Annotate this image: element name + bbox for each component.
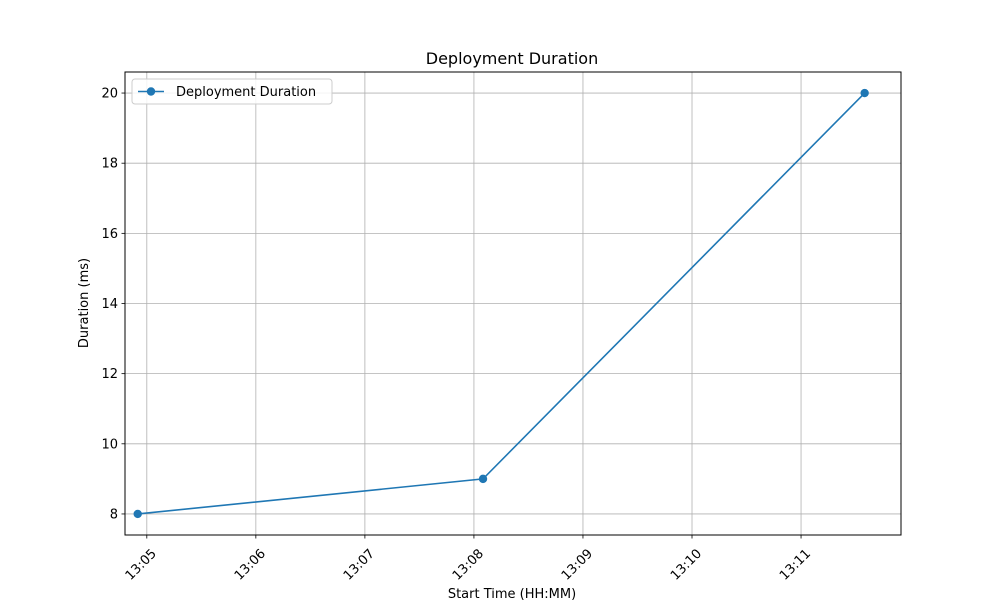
x-axis-label: Start Time (HH:MM) bbox=[448, 587, 576, 600]
y-tick-label: 20 bbox=[101, 87, 118, 102]
y-tick-label: 12 bbox=[101, 367, 118, 382]
plot-frame bbox=[124, 71, 902, 536]
chart-title: Deployment Duration bbox=[426, 49, 598, 68]
y-tick-label: 10 bbox=[101, 437, 118, 452]
y-tick-label: 8 bbox=[110, 507, 118, 522]
legend-box bbox=[131, 78, 333, 105]
y-tick-label: 18 bbox=[101, 157, 118, 172]
data-point bbox=[478, 474, 488, 484]
legend: Deployment Duration bbox=[131, 78, 333, 105]
grid bbox=[125, 72, 901, 535]
legend-marker bbox=[146, 87, 156, 96]
legend-label: Deployment Duration bbox=[176, 85, 316, 100]
y-tick-label: 16 bbox=[101, 227, 118, 242]
data-point bbox=[133, 509, 142, 519]
data-point bbox=[860, 88, 869, 98]
series-layer bbox=[133, 88, 869, 519]
y-axis-label: Duration (ms) bbox=[77, 258, 92, 348]
y-tick-label: 14 bbox=[101, 297, 118, 312]
